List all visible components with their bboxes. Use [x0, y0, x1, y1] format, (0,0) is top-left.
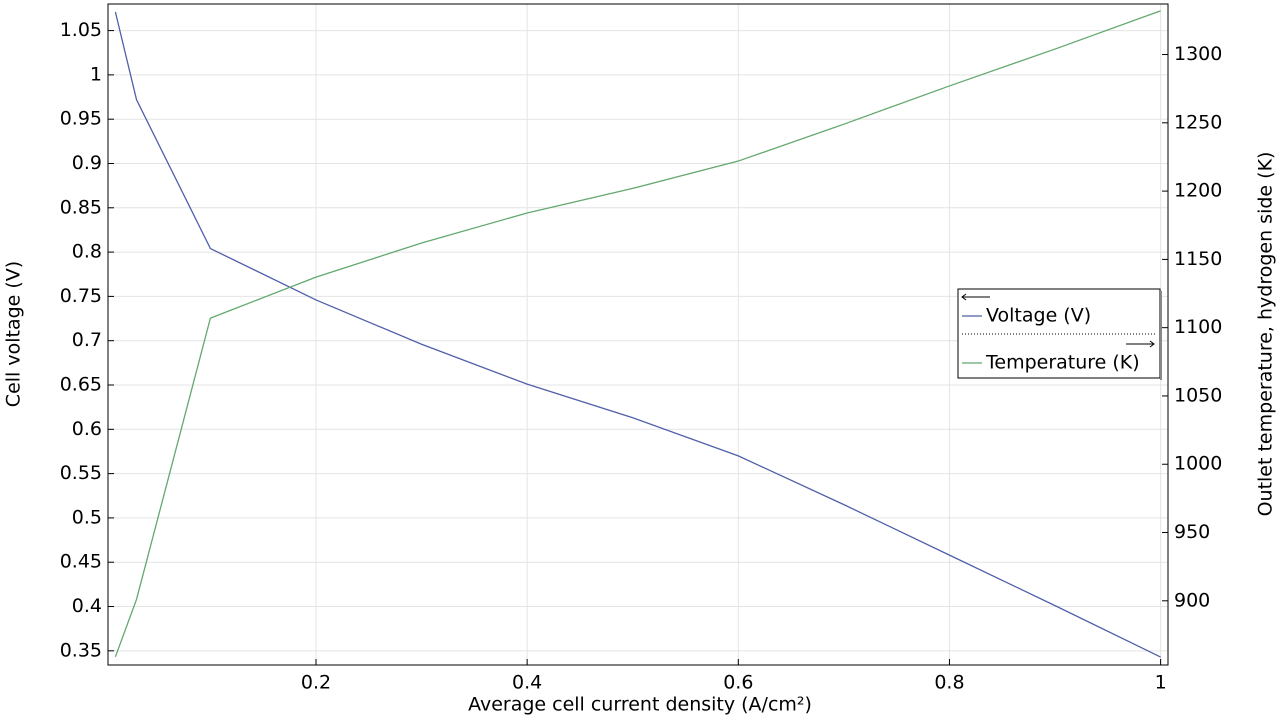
- y-tick-label: 0.55: [60, 462, 102, 484]
- y2-tick-label: 1100: [1174, 316, 1222, 338]
- y-tick-label: 0.75: [60, 285, 102, 307]
- y-tick-label: 0.85: [60, 196, 102, 218]
- y-tick-label: 0.6: [72, 418, 102, 440]
- y-tick-label: 1.05: [60, 19, 102, 41]
- legend-shadow: [1160, 291, 1162, 380]
- y-tick-label: 0.95: [60, 108, 102, 130]
- legend-label: Voltage (V): [986, 305, 1091, 327]
- x-tick-label: 0.4: [512, 672, 542, 694]
- y2-tick-label: 1250: [1174, 111, 1222, 133]
- y2-axis-label: Outlet temperature, hydrogen side (K): [1255, 152, 1277, 517]
- y2-tick-label: 1150: [1174, 248, 1222, 270]
- y-tick-label: 0.65: [60, 374, 102, 396]
- y-axis-label: Cell voltage (V): [3, 261, 25, 407]
- y-tick-label: 0.45: [60, 551, 102, 573]
- legend-arrow-head: [1149, 340, 1155, 348]
- y-tick-label: 0.35: [60, 639, 102, 661]
- y-tick-label: 0.8: [72, 241, 102, 263]
- legend-arrow-head: [961, 293, 967, 301]
- y2-tick-label: 1050: [1174, 384, 1222, 406]
- y-tick-label: 0.9: [72, 152, 102, 174]
- x-tick-label: 0.2: [301, 672, 331, 694]
- y2-tick-label: 900: [1174, 589, 1210, 611]
- y-tick-label: 0.4: [72, 595, 102, 617]
- y-tick-label: 1: [90, 63, 102, 85]
- y2-tick-label: 950: [1174, 521, 1210, 543]
- x-tick-label: 0.6: [723, 672, 753, 694]
- x-tick-label: 1: [1155, 672, 1167, 694]
- y-tick-label: 0.5: [72, 506, 102, 528]
- y2-tick-label: 1300: [1174, 43, 1222, 65]
- legend-label: Temperature (K): [985, 352, 1140, 374]
- y2-tick-label: 1200: [1174, 180, 1222, 202]
- data-line: [114, 10, 1161, 658]
- plot-frame: [107, 3, 1169, 666]
- x-tick-label: 0.8: [934, 672, 964, 694]
- y2-tick-label: 1000: [1174, 453, 1222, 475]
- y-tick-label: 0.7: [72, 329, 102, 351]
- x-axis-label: Average cell current density (A/cm²): [468, 694, 812, 716]
- data-line: [114, 11, 1161, 658]
